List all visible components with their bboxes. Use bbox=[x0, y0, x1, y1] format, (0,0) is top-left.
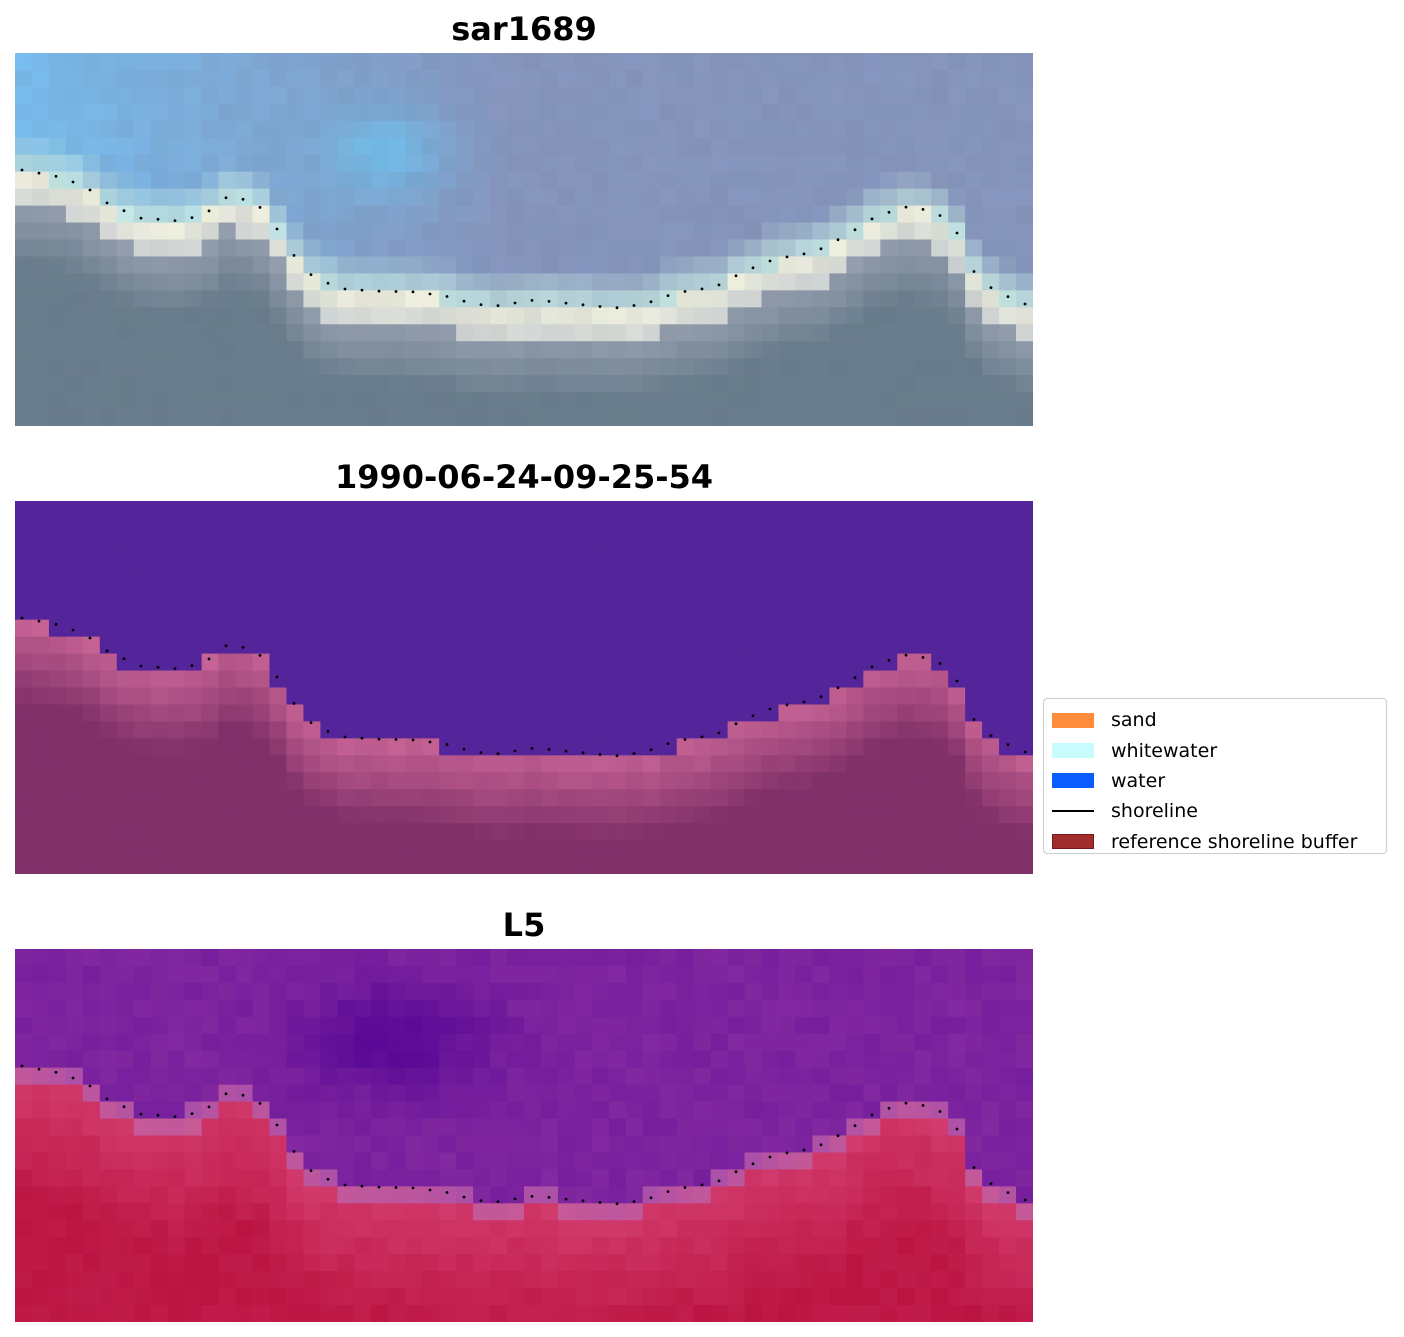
rgb-image-panel bbox=[15, 53, 1033, 426]
reference-buffer-swatch bbox=[1052, 834, 1094, 850]
classified-image-panel bbox=[15, 501, 1033, 874]
legend-item-whitewater: whitewater bbox=[1052, 735, 1378, 765]
legend-item-water: water bbox=[1052, 766, 1378, 796]
shoreline-dots bbox=[20, 616, 1027, 758]
rgb-image bbox=[15, 53, 1033, 426]
legend-item-sand: sand bbox=[1052, 705, 1378, 735]
panel-title-2: 1990-06-24-09-25-54 bbox=[334, 458, 714, 496]
legend-label-water: water bbox=[1111, 769, 1166, 792]
legend-item-reference-buffer: reference shoreline buffer bbox=[1052, 827, 1378, 857]
legend: sand whitewater water shoreline referenc… bbox=[1043, 698, 1387, 854]
classified-image bbox=[15, 501, 1033, 874]
panel-title-3: L5 bbox=[502, 906, 546, 944]
shoreline-dots bbox=[20, 168, 1027, 310]
index-image bbox=[15, 949, 1033, 1322]
legend-label-sand: sand bbox=[1111, 709, 1157, 732]
index-image-panel bbox=[15, 949, 1033, 1322]
legend-label-whitewater: whitewater bbox=[1111, 739, 1218, 762]
panel-title-1: sar1689 bbox=[451, 10, 597, 48]
legend-label-reference-buffer: reference shoreline buffer bbox=[1111, 830, 1358, 853]
shoreline-line-swatch bbox=[1052, 810, 1094, 813]
whitewater-swatch bbox=[1052, 743, 1094, 759]
legend-label-shoreline: shoreline bbox=[1111, 800, 1198, 823]
shoreline-dots bbox=[20, 1064, 1027, 1206]
sand-swatch bbox=[1052, 712, 1094, 728]
water-swatch bbox=[1052, 773, 1094, 789]
legend-item-shoreline: shoreline bbox=[1052, 796, 1378, 826]
